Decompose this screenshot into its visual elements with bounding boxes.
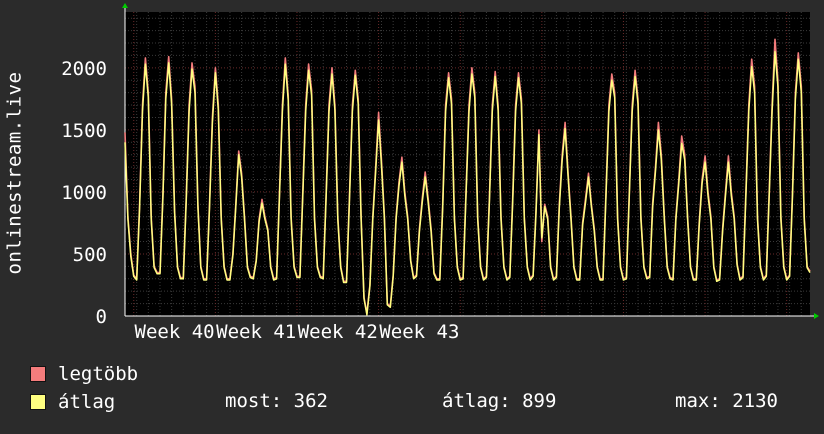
- legend-item-max: legtöbb: [30, 362, 138, 386]
- legend-swatch-max: [30, 366, 46, 382]
- y-tick-label: 2000: [61, 58, 107, 80]
- series: [124, 38, 811, 316]
- y-axis-title: onlinestream.live: [2, 68, 26, 278]
- x-tick-label: Week 40: [135, 321, 215, 343]
- y-axis-arrow: [122, 3, 128, 8]
- stat-maximum: max: 2130: [675, 390, 778, 412]
- stat-current: most: 362: [225, 390, 328, 412]
- x-tick-label: Week 41: [216, 321, 296, 343]
- tick-labels: 0 500 1000 1500 2000 Week 40 Week 41 Week 42 Wee…: [61, 58, 459, 343]
- y-tick-label: 500: [73, 244, 107, 266]
- stat-average: átlag: 899: [442, 390, 557, 412]
- legend-item-avg: átlag: [30, 390, 115, 414]
- series-line-avg: [124, 50, 811, 316]
- legend-label-max: legtöbb: [58, 363, 139, 385]
- y-axis-title-text: onlinestream.live: [3, 71, 25, 275]
- x-tick-label: Week 43: [379, 321, 459, 343]
- y-tick-label: 1500: [61, 120, 107, 142]
- x-tick-label: Week 42: [298, 321, 378, 343]
- legend-swatch-avg: [30, 394, 46, 410]
- y-tick-label: 1000: [61, 182, 107, 204]
- y-tick-label: 0: [96, 306, 107, 328]
- x-axis-arrow: [814, 313, 819, 319]
- legend-label-avg: átlag: [58, 391, 116, 413]
